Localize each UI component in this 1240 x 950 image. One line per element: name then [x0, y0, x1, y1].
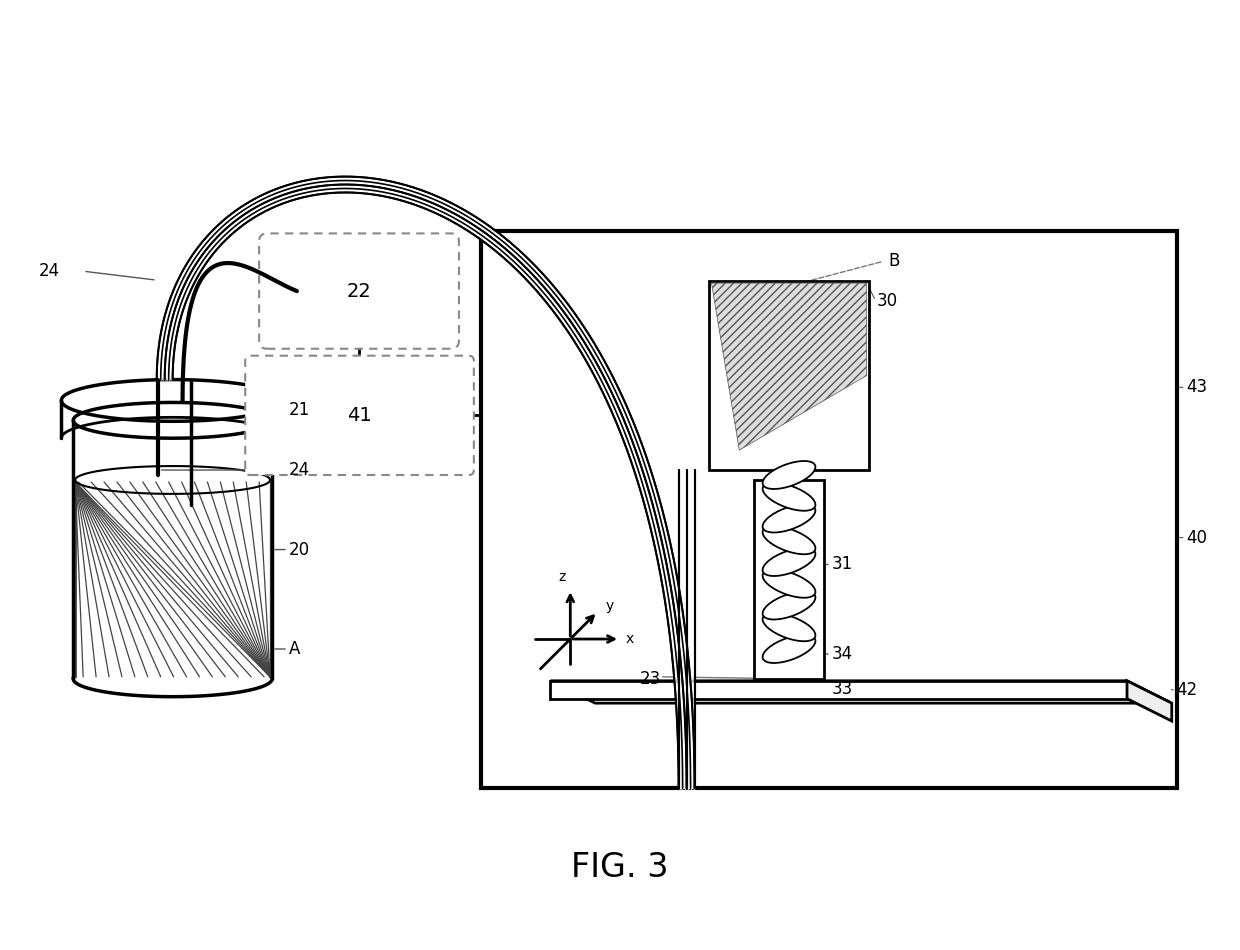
Bar [754, 480, 823, 679]
Ellipse shape [763, 570, 816, 598]
Ellipse shape [763, 613, 816, 641]
Bar [76, 480, 270, 679]
Text: 31: 31 [832, 556, 853, 574]
FancyBboxPatch shape [259, 234, 459, 349]
Text: 23: 23 [640, 670, 661, 688]
Ellipse shape [763, 504, 816, 533]
FancyBboxPatch shape [246, 355, 474, 475]
Polygon shape [551, 681, 1127, 698]
Text: y: y [605, 598, 614, 613]
Text: 42: 42 [1177, 681, 1198, 699]
Text: 21: 21 [289, 402, 310, 419]
Bar [481, 232, 1177, 788]
Polygon shape [551, 681, 1172, 703]
Text: 40: 40 [1187, 528, 1208, 546]
Text: 33: 33 [832, 680, 853, 697]
Text: 24: 24 [289, 461, 310, 479]
Ellipse shape [763, 526, 816, 554]
Text: 20: 20 [289, 541, 310, 559]
Text: FIG. 3: FIG. 3 [572, 851, 668, 884]
Text: 34: 34 [832, 645, 853, 663]
Text: A: A [289, 640, 300, 658]
Text: x: x [626, 632, 634, 646]
Polygon shape [1127, 681, 1172, 721]
Text: 30: 30 [877, 292, 898, 310]
Ellipse shape [763, 548, 816, 576]
Text: B: B [888, 253, 900, 270]
Text: 24: 24 [38, 262, 60, 280]
Text: 41: 41 [347, 406, 372, 425]
Ellipse shape [763, 592, 816, 619]
Polygon shape [712, 283, 867, 450]
Bar [709, 281, 868, 470]
Ellipse shape [763, 635, 816, 663]
Ellipse shape [763, 461, 816, 489]
Text: 22: 22 [347, 281, 372, 300]
Text: z: z [559, 570, 565, 584]
Text: 43: 43 [1187, 378, 1208, 396]
Ellipse shape [763, 483, 816, 511]
